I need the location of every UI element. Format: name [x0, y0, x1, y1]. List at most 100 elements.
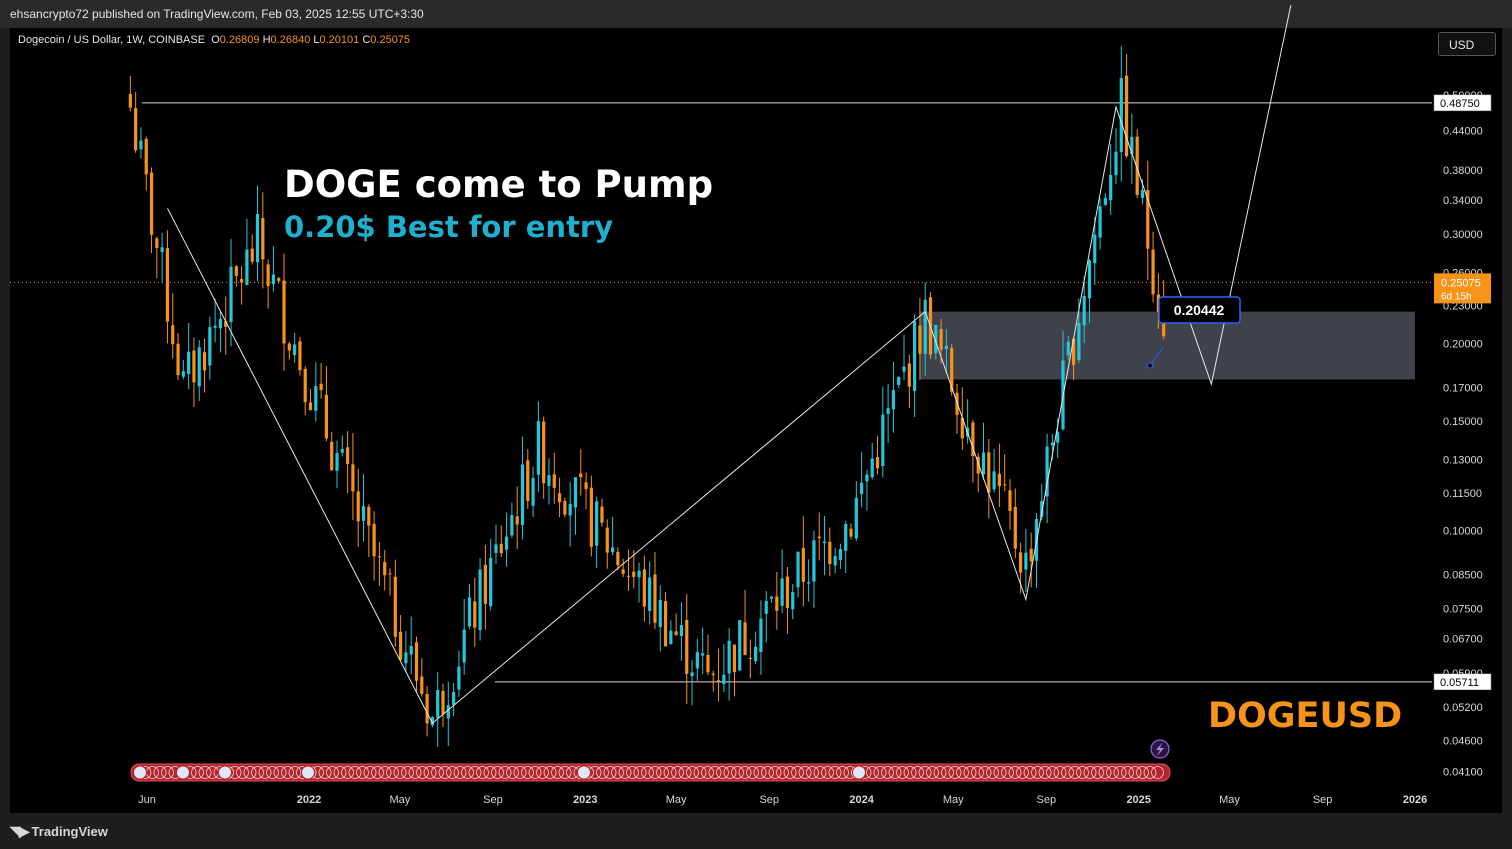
candle-body: [208, 327, 212, 366]
candle-body: [679, 625, 684, 636]
candle-body: [748, 657, 752, 659]
footer-bar: [0, 813, 1512, 849]
candle-body: [372, 523, 376, 557]
us-event-flag-icon: [852, 765, 866, 780]
event-marker: [506, 766, 519, 779]
event-marker: [1098, 766, 1112, 779]
candle-body: [701, 653, 705, 656]
event-marker: [1151, 766, 1164, 779]
candle-body: [722, 674, 726, 685]
candle-body: [626, 575, 631, 577]
event-marker: [948, 766, 962, 779]
currency-button[interactable]: USD: [1438, 32, 1496, 56]
event-marker: [866, 766, 879, 779]
candle-body: [520, 464, 525, 526]
y-tick-label: 0.11500: [1443, 488, 1482, 500]
event-marker: [243, 766, 257, 779]
event-marker: [776, 766, 789, 779]
candle-body: [584, 482, 588, 490]
candle-body: [1050, 442, 1054, 446]
event-marker: [888, 766, 902, 779]
us-event-flag-icon: [218, 765, 232, 780]
candle-body: [1024, 552, 1028, 570]
event-marker: [161, 766, 174, 779]
candle-body: [775, 596, 779, 611]
candle-body: [822, 541, 827, 544]
event-marker: [1053, 766, 1067, 779]
candle-body: [197, 347, 201, 387]
candle-body: [139, 140, 143, 150]
candle-body: [743, 622, 747, 655]
us-event-flag-icon: [176, 765, 190, 780]
event-marker: [273, 766, 287, 779]
x-tick-label: 2026: [1403, 794, 1427, 806]
y-tick-label: 0.04100: [1443, 766, 1483, 778]
event-marker: [933, 766, 947, 779]
event-marker: [656, 766, 669, 779]
candle-body: [833, 556, 837, 566]
candle-body: [844, 524, 848, 551]
event-marker: [798, 766, 812, 779]
event-marker: [828, 766, 842, 779]
candle-body: [409, 645, 413, 655]
event-marker: [618, 766, 632, 779]
candle-body: [430, 717, 434, 726]
candle-body: [467, 597, 472, 627]
event-marker: [678, 766, 692, 779]
candle-body: [504, 536, 509, 550]
candle-body: [950, 348, 954, 392]
event-marker: [963, 766, 977, 779]
candle-body: [171, 325, 175, 345]
candle-body: [287, 343, 291, 351]
candle-body: [255, 213, 260, 263]
event-marker: [753, 766, 767, 779]
tradingview-logo[interactable]: ◥▶ TradingView: [10, 823, 108, 840]
candle-body: [361, 506, 366, 521]
candle-body: [1130, 136, 1134, 155]
x-tick-label: 2025: [1126, 794, 1150, 806]
event-marker: [926, 766, 939, 779]
event-marker: [408, 766, 422, 779]
candle-body: [658, 599, 662, 628]
candle-body: [727, 640, 731, 674]
event-marker: [356, 766, 369, 779]
symbol-title: Dogecoin / US Dollar, 1W, COINBASE: [18, 34, 206, 46]
event-marker: [551, 766, 564, 779]
event-marker: [378, 766, 392, 779]
event-marker: [603, 766, 617, 779]
callout-value: 0.20442: [1174, 302, 1225, 318]
x-tick-label: 2022: [297, 794, 321, 806]
candle-body: [462, 629, 466, 663]
event-marker: [558, 766, 572, 779]
candle-body: [393, 576, 397, 637]
x-tick-label: Sep: [759, 794, 779, 806]
candle-body: [250, 248, 254, 262]
candle-body: [791, 592, 795, 610]
candle-body: [891, 390, 896, 410]
candle-body: [1029, 548, 1033, 562]
candle-body: [780, 578, 784, 606]
event-marker: [918, 766, 932, 779]
event-marker: [993, 766, 1007, 779]
event-marker: [1076, 766, 1089, 779]
y-tick-label: 0.04600: [1443, 735, 1483, 747]
candle-body: [738, 620, 742, 671]
event-marker: [686, 766, 699, 779]
candle-body: [711, 673, 715, 675]
event-marker: [738, 766, 752, 779]
candle-body: [436, 689, 440, 718]
event-marker: [528, 766, 542, 779]
headline-text: DOGE come to Pump: [284, 163, 713, 206]
event-marker: [333, 766, 347, 779]
candle-body: [913, 321, 917, 392]
candle-body: [218, 318, 223, 329]
event-marker: [543, 766, 557, 779]
event-marker: [1031, 766, 1044, 779]
candle-body: [764, 600, 768, 614]
event-marker: [521, 766, 534, 779]
candle-body: [441, 691, 445, 715]
candle-body: [234, 266, 238, 276]
candle-body: [854, 497, 858, 539]
callout-pointer: [1149, 347, 1164, 366]
